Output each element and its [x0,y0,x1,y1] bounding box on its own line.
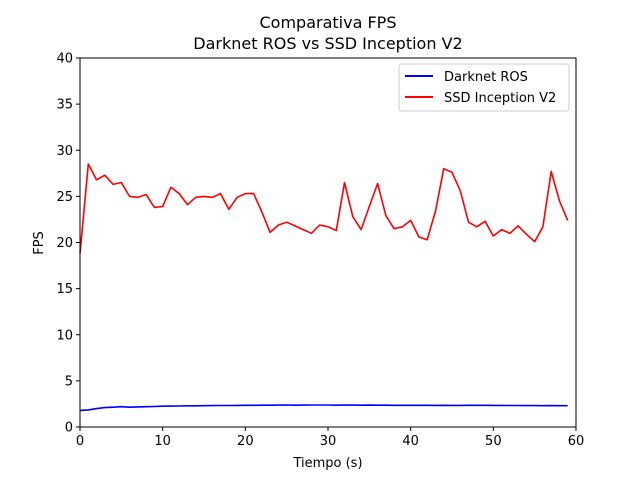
y-tick-label: 15 [56,282,73,297]
x-tick-label: 20 [237,434,254,449]
y-tick-label: 5 [65,374,73,389]
legend-label-ssd-inception-v2: SSD Inception V2 [444,91,556,106]
y-tick-label: 10 [56,328,73,343]
chart-title: Comparativa FPS [260,13,397,32]
x-tick-label: 30 [320,434,337,449]
x-axis-label: Tiempo (s) [292,456,362,471]
x-tick-label: 0 [76,434,84,449]
x-tick-label: 10 [154,434,171,449]
y-tick-label: 40 [56,52,73,67]
y-axis-label: FPS [32,231,47,255]
x-tick-label: 60 [568,434,585,449]
legend: Darknet ROS SSD Inception V2 [399,64,569,111]
y-tick-label: 25 [56,190,73,205]
y-tick-label: 35 [56,98,73,113]
x-tick-label: 40 [402,434,419,449]
y-tick-label: 0 [65,421,73,436]
x-tick-label: 50 [485,434,502,449]
legend-label-darknet-ros: Darknet ROS [444,70,528,85]
y-tick-label: 20 [56,236,73,251]
chart-subtitle: Darknet ROS vs SSD Inception V2 [193,34,462,53]
y-tick-label: 30 [56,144,73,159]
